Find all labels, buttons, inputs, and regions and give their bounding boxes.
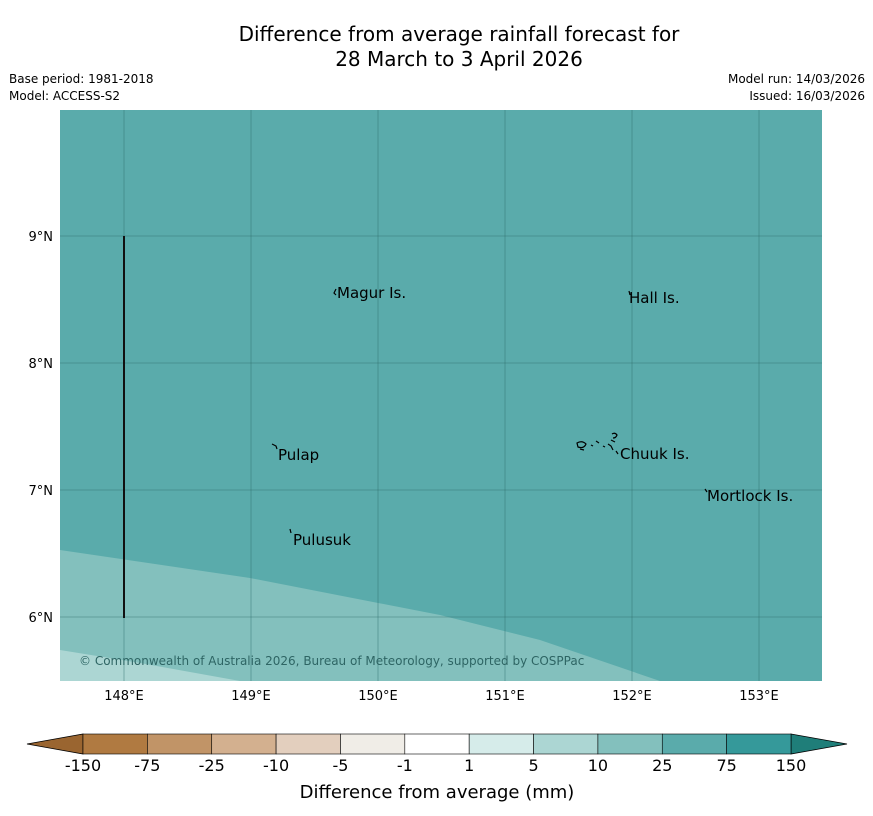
model-run: Model run: 14/03/2026 [727,72,865,86]
label-pulusuk: Pulusuk [293,531,351,549]
colorbar-tick-label: 10 [588,756,608,775]
lon-label-148e: 148°E [104,689,144,704]
colorbar-segments [82,733,792,755]
pulusuk-island-shape [289,528,292,534]
colorbar-segment [211,733,277,755]
colorbar-segment [726,733,792,755]
colorbar-label: Difference from average (mm) [300,782,575,803]
place-labels: Magur Is. Hall Is. Pulap Chuuk Is. Mortl… [278,284,793,549]
lat-label-7n: 7°N [29,484,54,499]
colorbar-segment [340,733,406,755]
base-period: Base period: 1981-2018 [9,72,154,86]
colorbar-extend-low [26,733,84,755]
rainfall-region-southwest [60,650,240,681]
colorbar: -150 -75 -25 -10 -5 -1 1 5 10 25 75 150 Difference … [26,733,848,803]
colorbar-segment [82,733,148,755]
colorbar-tick-label: 1 [464,756,474,775]
colorbar-tick-label: -150 [65,756,101,775]
colorbar-segment [533,733,599,755]
colorbar-segment [404,733,470,755]
label-magur: Magur Is. [337,284,406,302]
lon-label-152e: 152°E [612,689,652,704]
colorbar-tick-label: -5 [332,756,348,775]
colorbar-tick-label: -25 [199,756,225,775]
issued-date: Issued: 16/03/2026 [749,89,865,103]
colorbar-segment [597,733,663,755]
lon-label-149e: 149°E [231,689,271,704]
colorbar-segment [468,733,534,755]
chart-title: Difference from average rainfall forecas… [0,22,873,72]
lon-label-150e: 150°E [358,689,398,704]
label-hall: Hall Is. [629,289,680,307]
colorbar-tick-label: 25 [652,756,672,775]
model-name: Model: ACCESS-S2 [9,89,121,103]
meta-right: Model run: 14/03/2026 Issued: 16/03/2026 [728,71,865,105]
lat-label-6n: 6°N [29,611,54,626]
colorbar-tick-label: -10 [263,756,289,775]
colorbar-segment [275,733,341,755]
lon-label-153e: 153°E [739,689,779,704]
colorbar-tick-label: 75 [716,756,736,775]
lat-label-8n: 8°N [29,357,54,372]
longitude-axis: 148°E 149°E 150°E 151°E 152°E 153°E [104,689,779,704]
colorbar-tick-label: -75 [134,756,160,775]
colorbar-segment [147,733,213,755]
mortlock-island-shape [704,488,708,493]
colorbar-tick-label: 5 [528,756,538,775]
map-area: Magur Is. Hall Is. Pulap Chuuk Is. Mortl… [60,110,822,681]
hall-island-shape [628,290,631,296]
lat-label-9n: 9°N [29,230,54,245]
meta-left: Base period: 1981-2018 Model: ACCESS-S2 [9,71,154,105]
islands [271,288,708,534]
label-pulap: Pulap [278,446,319,464]
chuuk-island-shape [576,432,619,455]
colorbar-tick-label: -1 [397,756,413,775]
copyright-notice: © Commonwealth of Australia 2026, Bureau… [79,654,584,668]
colorbar-segment [661,733,727,755]
label-chuuk: Chuuk Is. [620,445,689,463]
label-mortlock: Mortlock Is. [707,487,793,505]
latitude-axis: 9°N 8°N 7°N 6°N [29,230,54,626]
rainfall-region-south [60,550,660,681]
title-line-1: Difference from average rainfall forecas… [238,22,680,46]
gridlines [60,110,822,681]
colorbar-tick-label: 150 [776,756,807,775]
title-line-2: 28 March to 3 April 2026 [335,47,583,71]
lon-label-151e: 151°E [485,689,525,704]
colorbar-ticks: -150 -75 -25 -10 -5 -1 1 5 10 25 75 150 [65,756,806,775]
colorbar-extend-high [790,733,848,755]
pulap-island-shape [271,443,278,450]
magur-island-shape [333,288,337,296]
